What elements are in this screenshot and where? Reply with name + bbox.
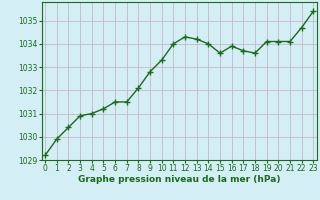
X-axis label: Graphe pression niveau de la mer (hPa): Graphe pression niveau de la mer (hPa) (78, 175, 280, 184)
